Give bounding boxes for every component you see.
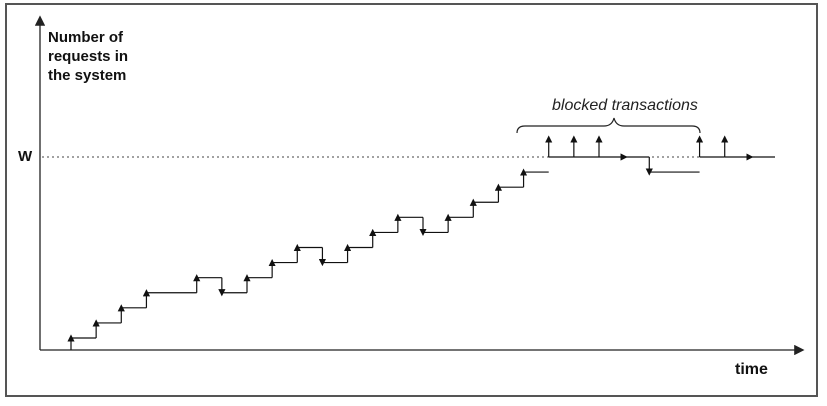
y-axis-label: Number of requests in the system [48, 29, 132, 84]
requests-step-series [67, 135, 775, 350]
w-level-label: W [18, 148, 33, 165]
y-label-line: Number of [48, 29, 124, 46]
blocked-transactions-label: blocked transactions [552, 97, 698, 114]
y-label-line: the system [48, 67, 126, 84]
blocked-transactions-brace [516, 117, 701, 134]
y-label-line: requests in [48, 48, 128, 65]
figure-frame [5, 3, 818, 397]
x-axis-label: time [735, 361, 768, 378]
